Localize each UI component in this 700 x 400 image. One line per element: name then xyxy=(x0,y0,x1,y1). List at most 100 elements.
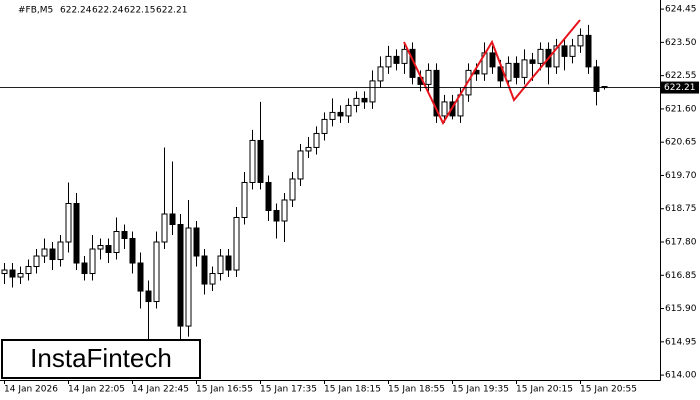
candle-body xyxy=(521,59,528,78)
candle-body xyxy=(321,118,328,134)
bar-close: 622.21 xyxy=(156,6,188,16)
candle-body xyxy=(425,69,432,85)
candle-body xyxy=(329,111,336,120)
y-tick-label: 617.80 xyxy=(665,238,697,248)
candle-body xyxy=(289,178,296,201)
y-tick-label: 618.75 xyxy=(665,204,697,214)
candle-body xyxy=(105,245,112,254)
y-tick-label: 624.45 xyxy=(665,5,697,15)
candle-body xyxy=(441,101,448,117)
y-tick-label: 623.50 xyxy=(665,38,697,48)
x-tick-label: 15 Jan 16:55 xyxy=(196,385,253,395)
candle-body xyxy=(177,223,184,327)
candle-body xyxy=(49,248,56,261)
candle-body xyxy=(145,290,152,303)
y-tick-label: 621.60 xyxy=(665,104,697,114)
candle-body xyxy=(305,146,312,152)
candle-body xyxy=(593,66,600,92)
candle-body xyxy=(185,227,192,327)
x-tick-label: 14 Jan 22:45 xyxy=(132,385,189,395)
y-tick-label: 614.95 xyxy=(665,337,697,347)
candle-body xyxy=(257,139,264,183)
x-tick-label: 15 Jan 17:35 xyxy=(260,385,317,395)
candle-body xyxy=(505,62,512,82)
candle-body xyxy=(17,273,24,278)
candle-body xyxy=(249,139,256,183)
candle-body xyxy=(353,97,360,106)
x-tick-label: 15 Jan 20:55 xyxy=(580,385,637,395)
candle-body xyxy=(297,150,304,180)
candle-body xyxy=(433,69,440,117)
candle-body xyxy=(121,231,128,240)
candle-body xyxy=(377,66,384,82)
candle-body xyxy=(193,227,200,257)
candle-body xyxy=(393,55,400,64)
y-tick-label: 622.55 xyxy=(665,71,697,81)
candle-body xyxy=(137,262,144,292)
bar-high: 622.24 xyxy=(92,6,124,16)
candle-body xyxy=(153,241,160,303)
candle-body xyxy=(265,181,272,211)
candle-body xyxy=(401,48,408,64)
candle-body xyxy=(537,48,544,64)
candle-body xyxy=(513,62,520,78)
x-tick-label: 15 Jan 18:15 xyxy=(324,385,381,395)
candle-body xyxy=(25,266,32,275)
x-tick-label: 14 Jan 2026 xyxy=(4,385,58,395)
candle-body xyxy=(577,34,584,47)
candle-body xyxy=(313,132,320,148)
candle-body xyxy=(585,34,592,68)
candle-body xyxy=(97,245,104,250)
candle-body xyxy=(369,80,376,103)
bar-low: 622.15 xyxy=(124,6,156,16)
logo-box xyxy=(1,339,201,379)
candle-body xyxy=(209,273,216,285)
y-tick-label: 614.00 xyxy=(665,371,697,381)
y-tick-label: 615.90 xyxy=(665,304,697,314)
last-price-box xyxy=(661,81,699,94)
x-tick-label: 15 Jan 20:15 xyxy=(516,385,573,395)
candle-body xyxy=(217,255,224,275)
candle-body xyxy=(33,255,40,268)
candle-body xyxy=(345,104,352,117)
candle-body xyxy=(65,202,72,243)
candle-body xyxy=(529,59,536,64)
logo: InstaFintech xyxy=(30,343,172,373)
candle-body xyxy=(385,55,392,68)
candle-body xyxy=(89,248,96,275)
candle-body xyxy=(1,269,8,275)
x-tick-label: 15 Jan 18:55 xyxy=(388,385,445,395)
y-tick-label: 616.85 xyxy=(665,271,697,281)
candle-body xyxy=(9,269,16,278)
candle-body xyxy=(129,238,136,264)
candle-body xyxy=(161,213,168,243)
candle-body xyxy=(489,52,496,68)
candle-body xyxy=(81,262,88,275)
y-tick-label: 620.65 xyxy=(665,138,697,148)
x-tick-label: 14 Jan 22:05 xyxy=(68,385,125,395)
candle-body xyxy=(113,231,120,254)
symbol: #FB,M5 xyxy=(18,6,53,16)
pattern-line xyxy=(403,19,581,126)
candle-body xyxy=(361,97,368,103)
candle-body xyxy=(569,45,576,57)
candle-body xyxy=(201,255,208,285)
candle-body xyxy=(241,181,248,218)
bar-open: 622.24 xyxy=(60,6,92,16)
candle-body xyxy=(273,209,280,222)
last-price-label: 622.21 xyxy=(664,83,696,93)
y-tick-label: 619.70 xyxy=(665,171,697,181)
candle-body xyxy=(225,255,232,271)
candle-body xyxy=(337,111,344,117)
candle-body xyxy=(281,199,288,222)
candle-body xyxy=(553,45,560,68)
candle-body xyxy=(561,45,568,57)
candle-body xyxy=(233,216,240,271)
candle-body xyxy=(41,248,48,257)
candle-body xyxy=(57,241,64,261)
x-tick-label: 15 Jan 19:35 xyxy=(452,385,509,395)
candle-body xyxy=(169,213,176,225)
candle-body xyxy=(73,202,80,264)
